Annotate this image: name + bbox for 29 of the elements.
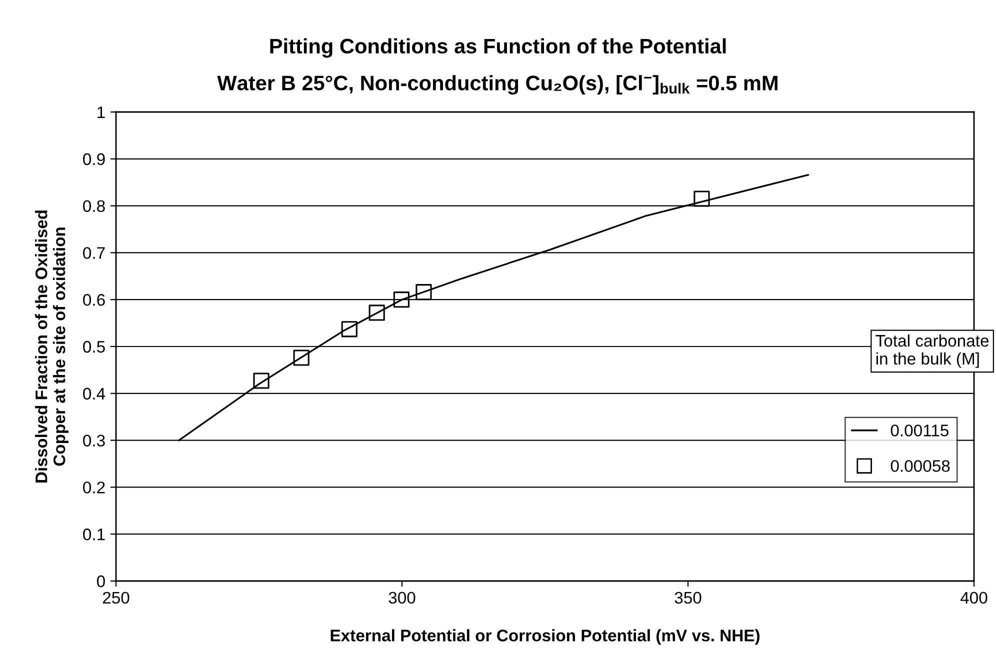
- x-tick-label: 350: [674, 592, 702, 604]
- point: [393, 292, 410, 308]
- x-tick-label: 300: [388, 592, 416, 604]
- y-tick-label: 0.9: [83, 153, 105, 166]
- y-tick-label: 0.3: [83, 434, 105, 447]
- y-tick-label: 0.7: [83, 247, 105, 259]
- y-tick-label: 1: [98, 106, 105, 118]
- point: [253, 372, 270, 389]
- x-tick-label: 400: [960, 592, 988, 604]
- x-axis-title: External Potential or Corrosion Potential (mV vs. NHE): [330, 629, 760, 645]
- y-tick-label: 0.8: [83, 200, 105, 212]
- point: [368, 304, 385, 321]
- chart-subtitle: Water B 25°C, Non-conducting Cu₂O(s), [Cl$^{−}$]$_{bulk}$ =0.5 mM: [217, 75, 778, 95]
- point: [694, 190, 710, 207]
- y-tick-label: 0.5: [83, 340, 105, 353]
- point: [416, 284, 432, 300]
- y-tick-label: 0.4: [83, 388, 106, 400]
- y-tick-label: 0: [96, 575, 105, 588]
- point: [293, 350, 310, 366]
- chart-title: Pitting Conditions as Function of the Potential: [270, 38, 726, 58]
- y-tick-label: 0.2: [83, 482, 105, 494]
- legend-title: Total carbonate in the bulk (M]: [876, 334, 989, 368]
- y-tick-label: 0.1: [83, 528, 105, 540]
- x-tick-label: 250: [102, 592, 130, 604]
- point: [341, 321, 358, 338]
- y-axis-title: Dissolved Fraction of the Oxidised Copper at the site of oxidation: [35, 210, 69, 482]
- y-tick-label: 0.6: [83, 294, 105, 306]
- legend-label: 0.00115: [890, 424, 948, 436]
- legend-label: 0.00058: [890, 460, 950, 472]
